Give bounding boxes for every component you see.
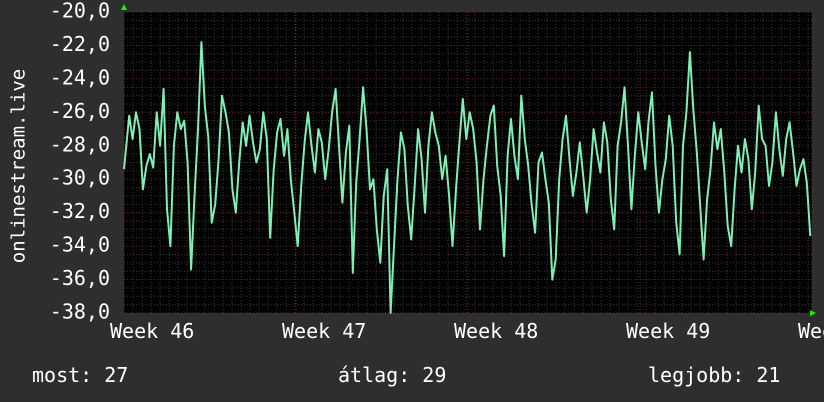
y-tick-label: -34,0 xyxy=(50,233,110,257)
x-axis-arrow xyxy=(810,310,816,316)
side-label: onlinestream.live xyxy=(8,69,30,263)
x-tick-labels: Week 46 Week 47 Week 48 Week 49 Week 50 xyxy=(110,319,824,343)
y-tick-label: -36,0 xyxy=(50,266,110,290)
y-tick-label: -30,0 xyxy=(50,166,110,190)
x-tick-label: Week 48 xyxy=(454,319,538,343)
y-tick-label: -22,0 xyxy=(50,32,110,56)
y-tick-labels: -20,0 -22,0 -24,0 -26,0 -28,0 -30,0 -32,0 -34,0… xyxy=(50,0,110,324)
x-tick-label: Week 46 xyxy=(110,319,194,343)
x-tick-label: Week 50 xyxy=(798,319,824,343)
y-tick-label: -20,0 xyxy=(50,0,110,23)
y-tick-label: -26,0 xyxy=(50,99,110,123)
footer-average: átlag: 29 xyxy=(338,363,446,387)
series-line-0 xyxy=(123,41,812,314)
footer-current: most: 27 xyxy=(32,363,128,387)
series-layer xyxy=(123,41,812,314)
y-tick-label: -32,0 xyxy=(50,199,110,223)
x-tick-label: Week 49 xyxy=(626,319,710,343)
axis-layer xyxy=(121,4,816,316)
y-tick-label: -24,0 xyxy=(50,65,110,89)
footer-best: legjobb: 21 xyxy=(648,363,780,387)
y-tick-label: -38,0 xyxy=(50,300,110,324)
y-tick-label: -28,0 xyxy=(50,132,110,156)
x-tick-label: Week 47 xyxy=(282,319,366,343)
y-axis-arrow xyxy=(121,4,127,10)
